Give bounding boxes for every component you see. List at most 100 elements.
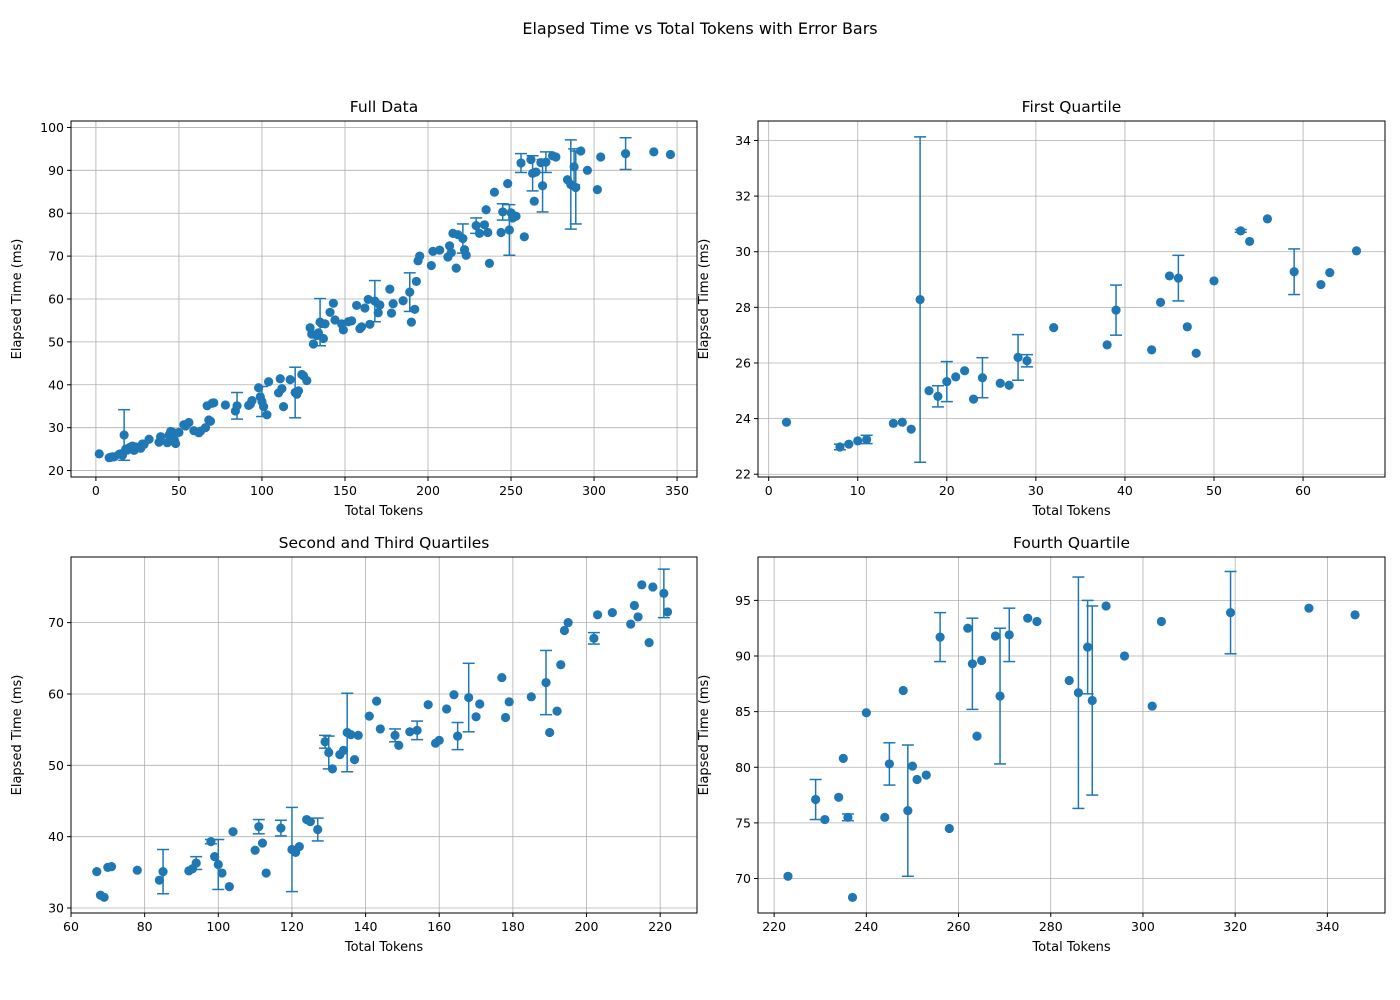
data-point xyxy=(626,619,636,629)
data-point xyxy=(483,227,493,238)
y-tick-label: 95 xyxy=(735,593,751,608)
x-axis-label: Total Tokens xyxy=(344,940,423,955)
data-point xyxy=(1102,340,1112,350)
data-point xyxy=(990,631,1001,641)
data-point xyxy=(262,410,272,420)
x-axis-label: Total Tokens xyxy=(1031,504,1110,519)
data-point xyxy=(995,691,1005,701)
data-point xyxy=(349,755,360,765)
data-point xyxy=(511,211,521,221)
y-axis-label: Elapsed Time (ms) xyxy=(10,239,25,360)
data-point xyxy=(471,221,481,231)
data-point xyxy=(385,284,395,294)
x-tick-label: 120 xyxy=(280,919,304,934)
data-point xyxy=(446,248,456,258)
data-point xyxy=(1316,279,1326,290)
y-tick-label: 80 xyxy=(48,206,64,221)
data-point xyxy=(1111,305,1121,315)
data-point xyxy=(582,165,593,175)
data-point xyxy=(1236,226,1246,236)
data-point xyxy=(489,187,500,197)
y-tick-label: 40 xyxy=(48,829,64,844)
y-tick-label: 30 xyxy=(48,901,64,916)
data-point xyxy=(529,196,539,206)
data-point xyxy=(838,753,848,763)
data-point xyxy=(880,812,890,822)
y-tick-label: 24 xyxy=(735,411,751,426)
x-axis-label: Total Tokens xyxy=(1031,940,1110,955)
data-point xyxy=(373,308,383,318)
data-point xyxy=(352,300,362,311)
data-point xyxy=(405,287,415,297)
data-point xyxy=(503,179,513,189)
subplot-title: First Quartile xyxy=(1022,98,1122,116)
data-point xyxy=(977,373,988,383)
data-point xyxy=(976,655,987,666)
data-point xyxy=(1325,267,1335,278)
y-tick-label: 26 xyxy=(735,355,751,370)
data-point xyxy=(972,731,982,741)
data-point xyxy=(449,690,459,700)
data-point xyxy=(607,608,617,618)
data-point xyxy=(662,607,673,617)
data-point xyxy=(305,817,315,827)
data-point xyxy=(338,745,349,755)
subplot-2: 0 10 20 30 40 50 60 22 24 26 28 30 32 34 First Quartil… xyxy=(697,98,1386,519)
y-tick-label: 20 xyxy=(48,463,64,478)
data-point xyxy=(346,730,356,740)
data-point xyxy=(1262,214,1273,224)
x-tick-label: 60 xyxy=(63,919,79,934)
x-tick-label: 240 xyxy=(854,919,878,934)
data-point xyxy=(294,842,304,852)
data-point xyxy=(99,892,109,902)
data-point xyxy=(541,677,551,688)
data-point xyxy=(228,827,238,837)
data-point xyxy=(1173,273,1183,283)
data-point xyxy=(411,276,421,287)
data-point xyxy=(458,233,468,244)
data-point xyxy=(1164,271,1175,281)
data-point xyxy=(353,730,363,740)
data-point xyxy=(426,260,436,271)
y-tick-label: 34 xyxy=(735,133,751,148)
data-point xyxy=(967,659,977,669)
data-point xyxy=(453,731,463,741)
data-point xyxy=(1032,616,1042,627)
y-tick-label: 50 xyxy=(48,334,64,349)
data-point xyxy=(360,303,370,313)
data-point xyxy=(1004,630,1014,640)
data-point xyxy=(496,227,506,238)
data-point xyxy=(897,417,907,427)
x-tick-label: 100 xyxy=(250,483,274,498)
data-point xyxy=(263,377,274,387)
axes-frame xyxy=(757,120,1386,478)
data-point xyxy=(217,868,227,878)
x-tick-label: 20 xyxy=(939,483,955,498)
data-point xyxy=(250,845,260,855)
data-point xyxy=(474,228,485,238)
figure-suptitle: Elapsed Time vs Total Tokens with Error … xyxy=(522,19,877,38)
data-point xyxy=(406,317,416,327)
x-tick-label: 280 xyxy=(1039,919,1063,934)
data-point xyxy=(888,418,898,428)
data-point xyxy=(302,375,312,386)
x-tick-label: 0 xyxy=(92,483,100,498)
data-point xyxy=(853,436,863,446)
data-point xyxy=(330,315,340,325)
data-point xyxy=(648,582,658,592)
data-point xyxy=(318,333,328,344)
y-axis-label: Elapsed Time (ms) xyxy=(10,675,25,796)
data-point xyxy=(526,155,536,165)
y-axis-label: Elapsed Time (ms) xyxy=(697,239,712,360)
data-point xyxy=(924,386,934,396)
data-point xyxy=(247,396,257,406)
data-point xyxy=(504,225,514,235)
data-point xyxy=(531,167,541,177)
x-tick-label: 50 xyxy=(171,483,187,498)
data-point xyxy=(834,792,844,802)
x-tick-label: 30 xyxy=(1028,483,1044,498)
data-point xyxy=(338,325,348,335)
data-point xyxy=(1351,246,1362,256)
data-point xyxy=(921,770,931,780)
